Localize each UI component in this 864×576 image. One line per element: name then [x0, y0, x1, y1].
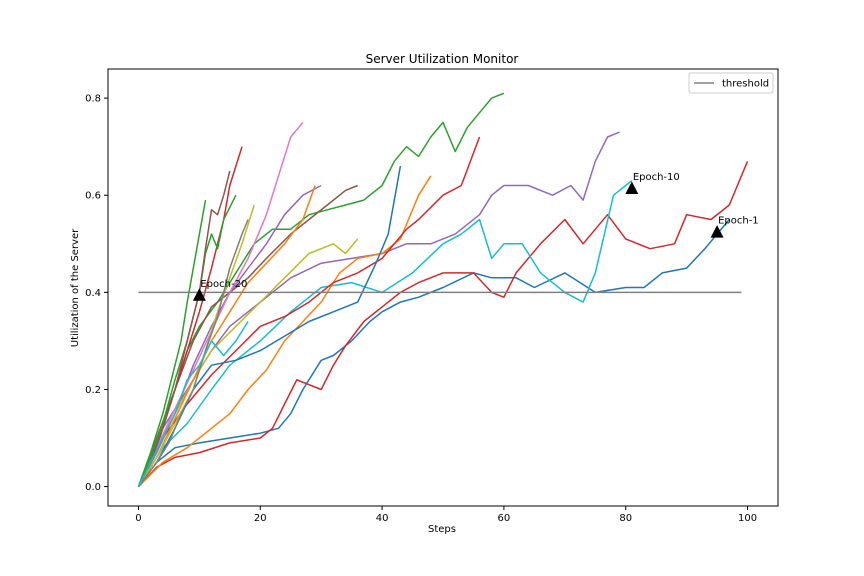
series-line-19	[137, 199, 207, 487]
y-tick-label: 0.0	[85, 482, 101, 493]
marker-epoch-1	[710, 225, 724, 238]
series-line-5	[137, 92, 505, 487]
series-line-20	[137, 321, 249, 487]
x-tick-label: 60	[498, 513, 511, 524]
legend-threshold-label: threshold	[722, 79, 769, 90]
marker-label-epoch-20: Epoch-20	[200, 279, 247, 290]
x-tick-label: 0	[135, 513, 141, 524]
series-line-2	[137, 161, 749, 488]
marker-label-epoch-1: Epoch-1	[718, 216, 759, 227]
axes-frame	[107, 68, 779, 507]
series-line-12	[137, 185, 316, 487]
axis-ticks: 0 20 40 60 80 100 0.0 0.2 0.4 0.6 0.8	[85, 94, 757, 524]
series-line-3	[137, 180, 633, 487]
y-tick-label: 0.4	[85, 288, 101, 299]
legend-box	[688, 72, 774, 94]
marker-epoch-20	[192, 288, 206, 301]
y-tick-label: 0.2	[85, 385, 101, 396]
series-line-4	[137, 131, 620, 487]
x-axis-label: Steps	[428, 524, 456, 535]
legend: threshold	[688, 72, 774, 94]
x-tick-label: 100	[738, 513, 757, 524]
marker-epoch-10	[625, 181, 639, 194]
chart-title: Server Utilization Monitor	[366, 52, 519, 66]
series-line-1	[137, 219, 730, 488]
x-tick-label: 40	[376, 513, 389, 524]
series-line-15	[137, 219, 249, 488]
y-tick-label: 0.8	[85, 94, 101, 105]
plot-area: Epoch-1 Epoch-10 Epoch-20	[137, 92, 759, 488]
x-tick-label: 80	[619, 513, 632, 524]
x-tick-label: 20	[254, 513, 267, 524]
y-axis-label: Utilization of the Server	[70, 228, 81, 347]
y-tick-label: 0.6	[85, 191, 101, 202]
marker-label-epoch-10: Epoch-10	[633, 172, 680, 183]
